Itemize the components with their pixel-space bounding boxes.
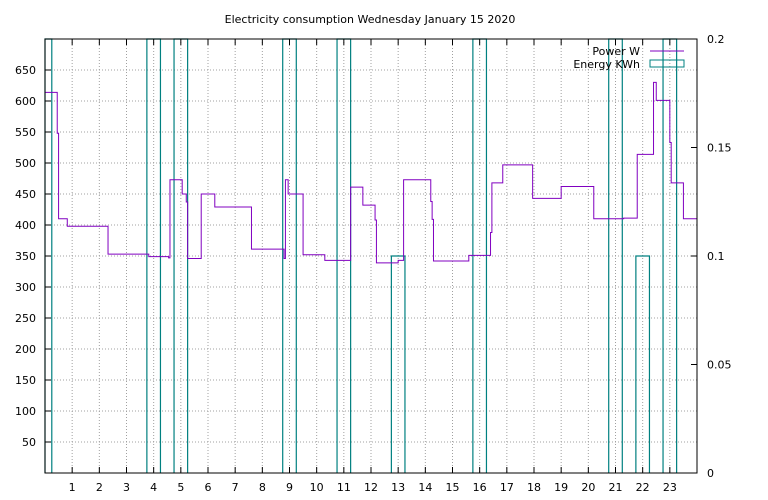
x-tick-label: 9 (286, 481, 293, 494)
y-tick-label: 100 (15, 405, 36, 418)
x-tick-label: 6 (205, 481, 212, 494)
x-tick-label: 21 (609, 481, 623, 494)
x-tick-label: 11 (337, 481, 351, 494)
chart-title: Electricity consumption Wednesday Januar… (225, 13, 516, 26)
energy-bar (635, 255, 651, 473)
x-tick-label: 22 (636, 481, 650, 494)
x-tick-label: 18 (527, 481, 541, 494)
y2-tick-label: 0.15 (707, 142, 732, 155)
legend-label-power: Power W (592, 45, 640, 58)
y-tick-label: 550 (15, 126, 36, 139)
x-tick-label: 17 (500, 481, 514, 494)
x-tick-label: 5 (177, 481, 184, 494)
x-tick-label: 16 (473, 481, 487, 494)
x-tick-label: 1 (69, 481, 76, 494)
legend-swatch-energy (649, 59, 685, 68)
x-tick-label: 12 (364, 481, 378, 494)
x-tick-label: 10 (310, 481, 324, 494)
x-tick-label: 20 (581, 481, 595, 494)
y-tick-label: 200 (15, 343, 36, 356)
y-tick-label: 500 (15, 157, 36, 170)
legend-label-energy: Energy KWh (573, 58, 640, 71)
y-axis-labels: 50 100 150 200 250 300 350 400 450 500 550 600 650 (15, 64, 36, 449)
y-tick-label: 50 (22, 436, 36, 449)
energy-bar (390, 255, 406, 473)
legend: Power W Energy KWh (573, 45, 685, 71)
grid (45, 39, 697, 473)
y2-tick-label: 0.05 (707, 359, 732, 372)
x-axis-labels: 1 2 3 4 5 6 7 8 9 10 11 12 13 14 15 16 17 18 19 20 21 22 23 (69, 481, 677, 494)
power-line-layer (45, 81, 697, 264)
y2-tick-label: 0 (707, 467, 714, 480)
y-tick-label: 400 (15, 219, 36, 232)
y-tick-label: 300 (15, 281, 36, 294)
x-tick-label: 19 (554, 481, 568, 494)
x-tick-label: 8 (259, 481, 266, 494)
y2-tick-label: 0.2 (707, 33, 725, 46)
power-line (45, 81, 697, 264)
x-tick-label: 13 (391, 481, 405, 494)
tick-marks (45, 38, 697, 474)
x-tick-label: 15 (446, 481, 460, 494)
x-tick-label: 23 (663, 481, 677, 494)
y2-axis-labels: 0 0.05 0.1 0.15 0.2 (707, 33, 732, 480)
y-tick-label: 450 (15, 188, 36, 201)
x-tick-label: 14 (418, 481, 432, 494)
x-tick-label: 3 (123, 481, 130, 494)
x-tick-label: 7 (232, 481, 239, 494)
y-tick-label: 350 (15, 250, 36, 263)
y2-tick-label: 0.1 (707, 250, 725, 263)
y-tick-label: 150 (15, 374, 36, 387)
x-tick-label: 2 (96, 481, 103, 494)
y-tick-label: 650 (15, 64, 36, 77)
y-tick-label: 250 (15, 312, 36, 325)
y-tick-label: 600 (15, 95, 36, 108)
x-tick-label: 4 (150, 481, 157, 494)
